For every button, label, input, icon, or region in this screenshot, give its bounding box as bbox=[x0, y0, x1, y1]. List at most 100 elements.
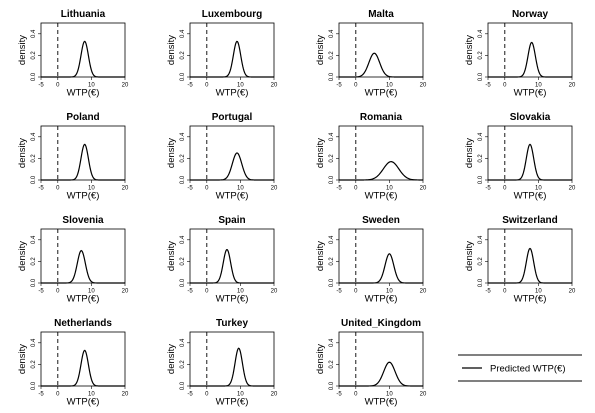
density-curve bbox=[488, 41, 572, 78]
y-tick-label: 0.4 bbox=[31, 235, 37, 244]
x-tick-label: -5 bbox=[187, 392, 193, 398]
x-tick-label: 10 bbox=[535, 186, 542, 192]
panel: Spain -5 0 10 20 0.0 0.2 0.4 WTP(€) density bbox=[166, 215, 278, 305]
y-axis-label: density bbox=[464, 35, 475, 65]
x-axis-label: WTP(€) bbox=[365, 397, 398, 408]
x-tick-label: 0 bbox=[56, 83, 60, 89]
y-axis-label: density bbox=[315, 138, 326, 168]
plot-frame bbox=[338, 228, 424, 284]
y-tick-label: 0.0 bbox=[478, 278, 484, 287]
density-curve bbox=[339, 361, 423, 387]
x-tick-label: 0 bbox=[56, 289, 60, 295]
x-tick-label: 10 bbox=[88, 83, 95, 89]
y-tick-label: 0.2 bbox=[31, 360, 37, 369]
y-axis-label: density bbox=[464, 241, 475, 271]
density-curve bbox=[339, 161, 423, 181]
x-tick-label: 20 bbox=[569, 83, 576, 89]
panel: Switzerland -5 0 10 20 0.0 0.2 0.4 WTP(€) density bbox=[464, 215, 576, 305]
x-tick-label: 20 bbox=[122, 83, 129, 89]
x-tick-label: -5 bbox=[485, 186, 491, 192]
y-tick-label: 0.0 bbox=[180, 72, 186, 81]
panel: Turkey -5 0 10 20 0.0 0.2 0.4 WTP(€) density bbox=[166, 318, 278, 408]
x-axis-label: WTP(€) bbox=[514, 294, 547, 305]
panel-title: Turkey bbox=[216, 318, 248, 329]
plot-frame bbox=[338, 125, 424, 181]
y-tick-label: 0.2 bbox=[180, 51, 186, 60]
y-tick-label: 0.0 bbox=[31, 381, 37, 390]
panel: Slovakia -5 0 10 20 0.0 0.2 0.4 WTP(€) density bbox=[464, 112, 576, 202]
x-tick-label: 0 bbox=[354, 289, 358, 295]
x-tick-label: 0 bbox=[503, 186, 507, 192]
y-tick-label: 0.2 bbox=[329, 51, 335, 60]
y-axis-label: density bbox=[17, 138, 28, 168]
y-tick-label: 0.2 bbox=[31, 257, 37, 266]
y-tick-label: 0.4 bbox=[329, 132, 335, 141]
y-tick-label: 0.0 bbox=[31, 72, 37, 81]
panel: Romania -5 0 10 20 0.0 0.2 0.4 WTP(€) density bbox=[315, 112, 427, 202]
x-tick-label: -5 bbox=[187, 289, 193, 295]
x-tick-label: 10 bbox=[386, 83, 393, 89]
y-tick-label: 0.4 bbox=[329, 235, 335, 244]
panel: Norway -5 0 10 20 0.0 0.2 0.4 WTP(€) density bbox=[464, 9, 576, 99]
plot-frame bbox=[40, 125, 126, 181]
density-curve bbox=[41, 249, 125, 284]
x-tick-label: 0 bbox=[354, 83, 358, 89]
x-tick-label: -5 bbox=[336, 392, 342, 398]
x-axis-label: WTP(€) bbox=[67, 191, 100, 202]
x-tick-label: -5 bbox=[38, 289, 44, 295]
x-tick-label: -5 bbox=[38, 83, 44, 89]
y-tick-label: 0.4 bbox=[180, 338, 186, 347]
y-tick-label: 0.0 bbox=[180, 278, 186, 287]
panel-title: Netherlands bbox=[54, 318, 112, 329]
x-tick-label: 20 bbox=[271, 289, 278, 295]
y-tick-label: 0.0 bbox=[329, 278, 335, 287]
x-axis-label: WTP(€) bbox=[514, 191, 547, 202]
x-tick-label: 10 bbox=[535, 289, 542, 295]
y-tick-label: 0.2 bbox=[31, 154, 37, 163]
panel: Poland -5 0 10 20 0.0 0.2 0.4 WTP(€) density bbox=[17, 112, 129, 202]
y-tick-label: 0.0 bbox=[31, 175, 37, 184]
density-curve bbox=[190, 40, 274, 78]
panel: Portugal -5 0 10 20 0.0 0.2 0.4 WTP(€) density bbox=[166, 112, 278, 202]
x-axis-label: WTP(€) bbox=[216, 191, 249, 202]
x-tick-label: 10 bbox=[237, 186, 244, 192]
x-tick-label: -5 bbox=[187, 83, 193, 89]
x-axis-label: WTP(€) bbox=[67, 397, 100, 408]
x-tick-label: 0 bbox=[205, 289, 209, 295]
y-tick-label: 0.4 bbox=[329, 29, 335, 38]
density-curve bbox=[190, 347, 274, 387]
plot-frame bbox=[189, 331, 275, 387]
legend-label: Predicted WTP(€) bbox=[490, 364, 566, 375]
x-tick-label: 20 bbox=[420, 186, 427, 192]
panel: Netherlands -5 0 10 20 0.0 0.2 0.4 WTP(€) density bbox=[17, 318, 129, 408]
y-axis-label: density bbox=[17, 35, 28, 65]
density-curve bbox=[41, 143, 125, 181]
panel-title: Spain bbox=[218, 215, 245, 226]
panel: Slovenia -5 0 10 20 0.0 0.2 0.4 WTP(€) density bbox=[17, 215, 129, 305]
density-curve bbox=[339, 52, 423, 78]
y-tick-label: 0.4 bbox=[180, 235, 186, 244]
x-tick-label: 20 bbox=[420, 392, 427, 398]
x-tick-label: 20 bbox=[420, 83, 427, 89]
y-axis-label: density bbox=[315, 35, 326, 65]
y-axis-label: density bbox=[464, 138, 475, 168]
panel-title: Norway bbox=[512, 9, 549, 20]
x-tick-label: 0 bbox=[503, 83, 507, 89]
panel-title: Malta bbox=[368, 9, 394, 20]
x-tick-label: 10 bbox=[386, 392, 393, 398]
y-axis-label: density bbox=[315, 344, 326, 374]
y-tick-label: 0.4 bbox=[478, 29, 484, 38]
x-tick-label: -5 bbox=[485, 289, 491, 295]
y-tick-label: 0.4 bbox=[329, 338, 335, 347]
y-tick-label: 0.0 bbox=[180, 175, 186, 184]
y-tick-label: 0.4 bbox=[180, 29, 186, 38]
y-tick-label: 0.2 bbox=[31, 51, 37, 60]
density-curve bbox=[190, 248, 274, 284]
x-tick-label: 10 bbox=[386, 186, 393, 192]
y-tick-label: 0.4 bbox=[31, 132, 37, 141]
y-axis-label: density bbox=[17, 241, 28, 271]
y-tick-label: 0.4 bbox=[31, 29, 37, 38]
x-tick-label: 0 bbox=[205, 392, 209, 398]
y-tick-label: 0.4 bbox=[478, 235, 484, 244]
y-axis-label: density bbox=[166, 138, 177, 168]
